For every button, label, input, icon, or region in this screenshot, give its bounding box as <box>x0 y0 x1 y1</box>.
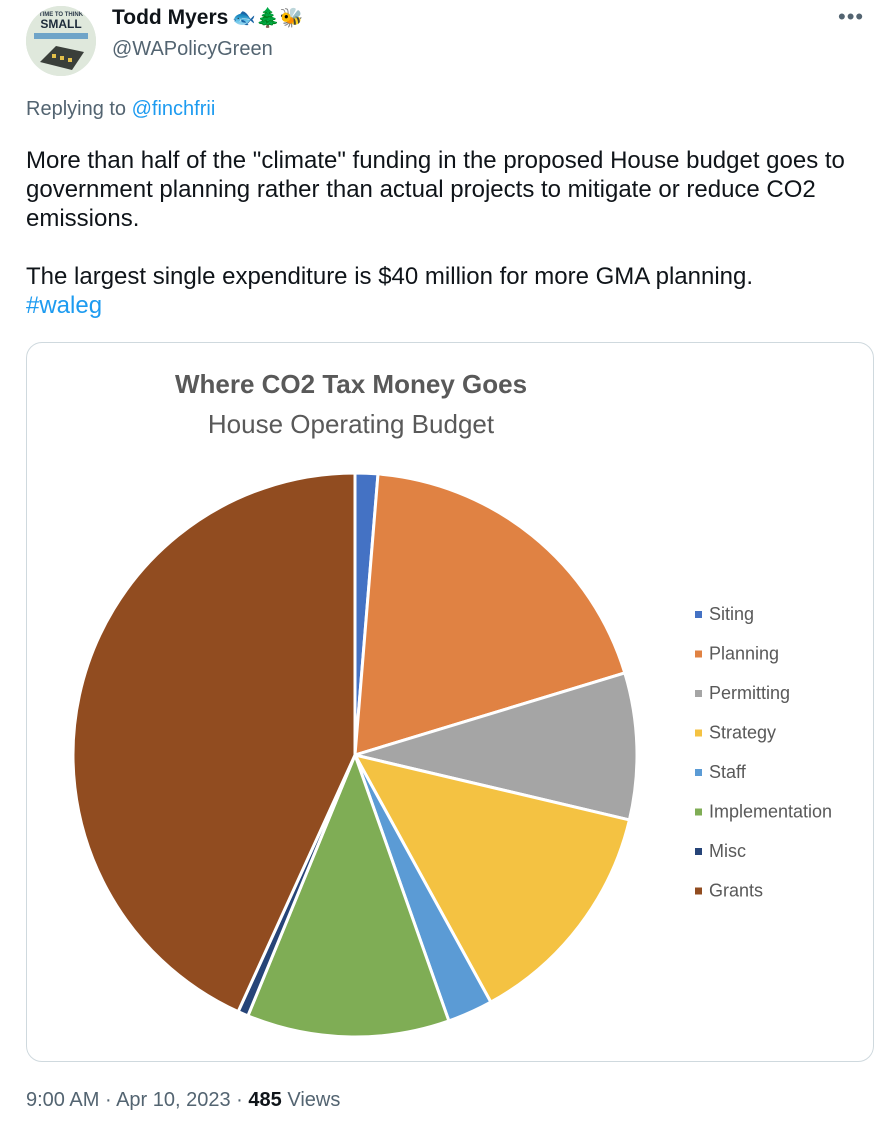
legend-label-siting: Siting <box>709 604 754 624</box>
pie-chart: Where CO2 Tax Money Goes House Operating… <box>71 369 832 1039</box>
author-name-emoji: 🐟🌲🐝 <box>232 8 304 29</box>
pie-slice-permitting <box>349 671 639 822</box>
tweet-text: More than half of the "climate" funding … <box>26 146 876 320</box>
avatar-image: TIME TO THINK SMALL <box>26 6 96 76</box>
views-count: 485 <box>248 1089 282 1111</box>
tweet-date[interactable]: Apr 10, 2023 <box>116 1089 231 1111</box>
legend-swatch-implementation <box>695 808 702 816</box>
tweet-paragraph-2: The largest single expenditure is $40 mi… <box>26 263 754 290</box>
legend-label-strategy: Strategy <box>709 723 776 743</box>
legend-swatch-planning <box>695 650 702 658</box>
legend-label-permitting: Permitting <box>709 683 790 703</box>
author-name[interactable]: Todd Myers 🐟🌲🐝 <box>112 6 303 30</box>
avatar-text-main: SMALL <box>40 17 81 31</box>
replying-to: Replying to @finchfrii <box>26 98 215 121</box>
hashtag-link[interactable]: #waleg <box>26 292 103 319</box>
legend-swatch-staff <box>695 769 702 776</box>
pie-slice-implementation <box>245 750 451 1039</box>
replying-prefix: Replying to <box>26 98 127 120</box>
meta-separator-1: · <box>104 1089 112 1111</box>
legend-label-grants: Grants <box>709 881 763 901</box>
legend-label-planning: Planning <box>709 644 779 664</box>
legend-swatch-siting <box>695 611 702 618</box>
tweet-meta: 9:00 AM · Apr 10, 2023 · 485 Views <box>26 1089 340 1112</box>
pie-slice-strategy <box>352 752 632 1005</box>
legend-swatch-strategy <box>695 729 702 737</box>
pie-slice-planning <box>353 472 627 758</box>
tweet-paragraph-1: More than half of the "climate" funding … <box>26 147 852 232</box>
legend-swatch-permitting <box>695 690 702 697</box>
author-name-text: Todd Myers <box>112 6 229 29</box>
author-handle[interactable]: @WAPolicyGreen <box>112 38 273 60</box>
more-icon[interactable]: ••• <box>838 4 865 29</box>
legend-swatch-grants <box>695 887 702 895</box>
avatar[interactable]: TIME TO THINK SMALL <box>26 6 96 76</box>
pie-slice-grants <box>71 471 357 1014</box>
chart-title: Where CO2 Tax Money Goes <box>175 369 527 399</box>
tweet-time[interactable]: 9:00 AM <box>26 1089 100 1111</box>
legend-swatch-misc <box>695 848 702 855</box>
legend-label-staff: Staff <box>709 762 747 782</box>
legend-label-misc: Misc <box>709 841 746 861</box>
chart-subtitle: House Operating Budget <box>208 409 495 439</box>
meta-separator-2: · <box>236 1089 243 1111</box>
reply-target-link[interactable]: @finchfrii <box>131 98 216 120</box>
chart-image[interactable]: Where CO2 Tax Money Goes House Operating… <box>26 342 874 1062</box>
legend-label-implementation: Implementation <box>709 802 832 822</box>
views-label: Views <box>287 1089 341 1111</box>
avatar-text-top: TIME TO THINK <box>39 12 84 18</box>
